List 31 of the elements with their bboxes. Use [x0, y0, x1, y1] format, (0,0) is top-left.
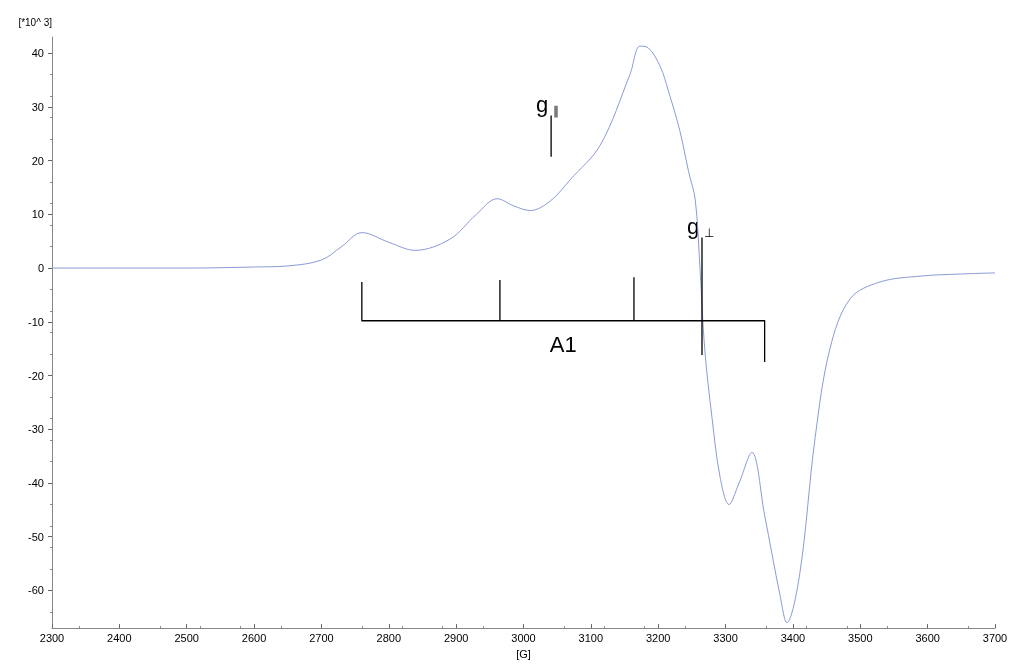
x-tick-label: 2300	[39, 631, 65, 644]
x-tick-label: 2400	[107, 631, 132, 644]
y-axis-title: [*10^ 3]	[18, 16, 53, 28]
y-tick-label: -30	[28, 423, 44, 436]
x-tick-label: 3300	[713, 631, 738, 644]
x-tick-label: 3000	[511, 631, 536, 644]
y-tick-label: -60	[28, 584, 44, 597]
x-axis-title: [G]	[516, 647, 531, 660]
annotation: A1	[549, 332, 577, 358]
x-tick-label: 2900	[443, 631, 469, 644]
y-tick-label: -20	[28, 369, 44, 382]
x-tick-label: 3200	[645, 631, 671, 644]
x-tick-label: 3700	[982, 631, 1008, 644]
y-tick-label: -50	[28, 530, 44, 543]
x-tick-label: 2700	[309, 631, 334, 644]
y-tick-label: 10	[31, 208, 44, 221]
x-tick-label: 2800	[376, 631, 402, 644]
y-tick-label: 40	[31, 47, 44, 60]
y-tick-label: -10	[28, 315, 44, 328]
x-tick-label: 3100	[578, 631, 604, 644]
y-tick-label: -40	[28, 477, 44, 490]
x-tick-label: 3600	[915, 631, 940, 644]
x-tick-label: 3400	[780, 631, 806, 644]
annotation: g∥	[536, 91, 560, 119]
y-tick-label: 0	[37, 262, 44, 275]
x-tick-label: 3500	[848, 631, 873, 644]
y-tick-label: 20	[31, 154, 44, 167]
annotation: g⊥	[687, 213, 715, 241]
y-tick-label: 30	[31, 100, 44, 113]
x-tick-label: 2600	[241, 631, 267, 644]
x-tick-label: 2500	[174, 631, 199, 644]
